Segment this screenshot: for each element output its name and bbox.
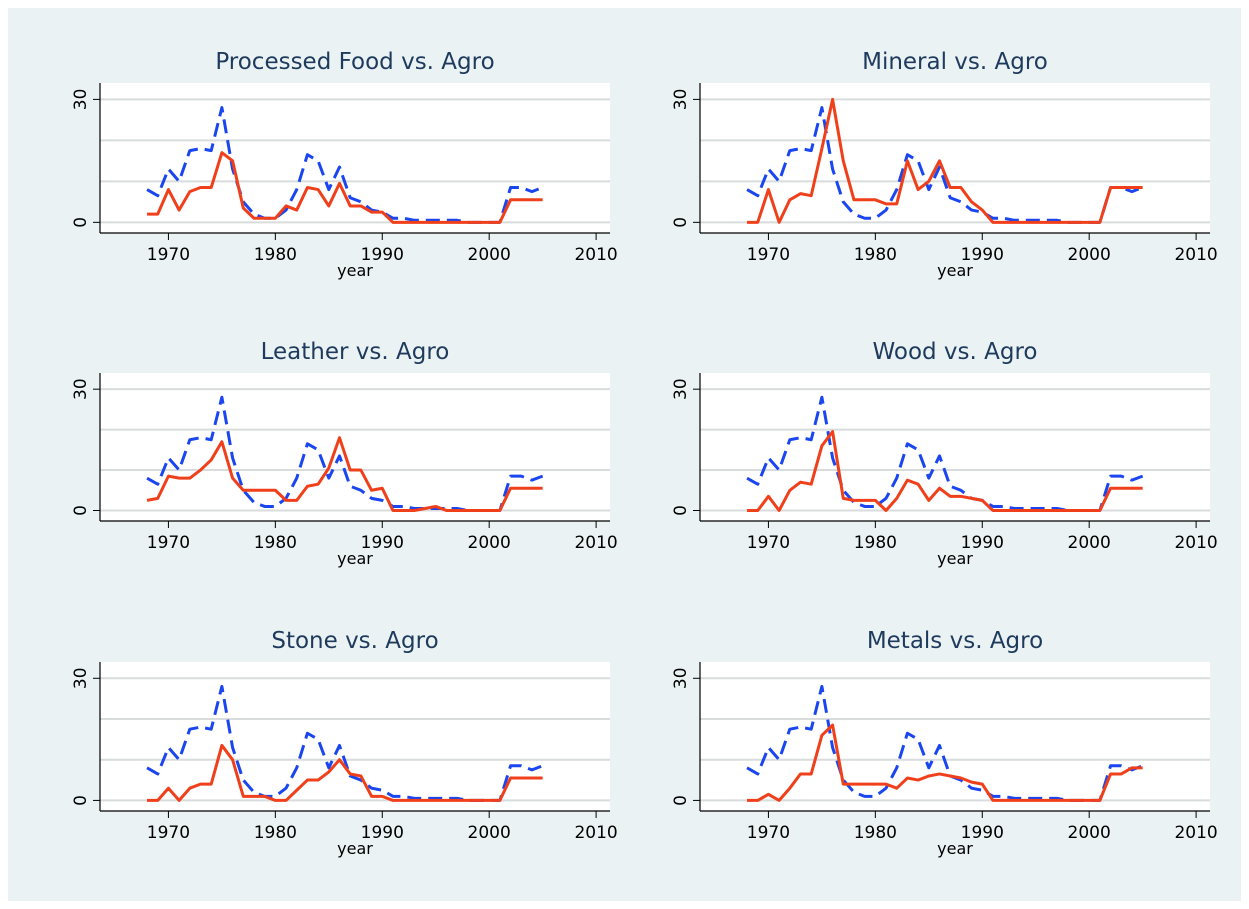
series-line <box>747 97 1143 224</box>
y-tick-label: 30 <box>671 378 691 400</box>
y-tick-label: 30 <box>71 378 91 400</box>
x-tick-label: 2000 <box>1068 823 1111 843</box>
x-tick-label: 1970 <box>147 245 190 265</box>
plot-region <box>700 373 1210 521</box>
y-tick-label: 30 <box>71 89 91 111</box>
y-tick-label: 0 <box>71 795 91 806</box>
x-tick-label: 1990 <box>361 533 404 553</box>
chart-title: Metals vs. Agro <box>867 628 1043 654</box>
plot-region <box>700 662 1210 811</box>
plot-region <box>100 662 610 811</box>
series-line <box>747 430 1143 512</box>
plot-region <box>100 83 610 233</box>
y-tick-label: 0 <box>671 217 691 228</box>
y-tick-label: 30 <box>671 89 691 111</box>
chart-title: Processed Food vs. Agro <box>215 49 494 75</box>
x-tick-label: 1990 <box>961 533 1004 553</box>
chart-title: Leather vs. Agro <box>261 339 450 365</box>
x-axis-label: year <box>937 839 973 858</box>
x-tick-label: 2000 <box>1068 245 1111 265</box>
x-tick-label: 2010 <box>574 245 617 265</box>
x-tick-label: 1970 <box>147 823 190 843</box>
x-axis-label: year <box>337 839 373 858</box>
x-tick-label: 1980 <box>854 533 897 553</box>
y-tick-label: 30 <box>671 667 691 689</box>
y-tick-label: 0 <box>671 795 691 806</box>
x-tick-label: 2010 <box>1174 533 1217 553</box>
x-tick-label: 1980 <box>854 823 897 843</box>
x-tick-label: 1990 <box>961 245 1004 265</box>
x-tick-label: 1970 <box>747 533 790 553</box>
x-axis-label: year <box>337 549 373 568</box>
x-tick-label: 1980 <box>854 245 897 265</box>
plot-region <box>100 373 610 521</box>
series-line <box>146 436 543 512</box>
x-axis-label: year <box>937 261 973 280</box>
x-tick-label: 2000 <box>1068 533 1111 553</box>
x-tick-label: 1980 <box>254 533 297 553</box>
x-tick-label: 2010 <box>574 823 617 843</box>
chart-title: Wood vs. Agro <box>872 339 1037 365</box>
series-line <box>147 151 543 224</box>
y-tick-label: 0 <box>671 505 691 516</box>
x-tick-label: 1990 <box>361 823 404 843</box>
y-tick-label: 30 <box>71 667 91 689</box>
x-tick-label: 2010 <box>1174 245 1217 265</box>
x-tick-label: 1990 <box>361 245 404 265</box>
series-line <box>747 723 1143 802</box>
x-tick-label: 2010 <box>1174 823 1217 843</box>
x-tick-label: 1970 <box>747 245 790 265</box>
x-tick-label: 1980 <box>254 245 297 265</box>
chart-title: Stone vs. Agro <box>271 628 438 654</box>
chart-title: Mineral vs. Agro <box>862 49 1048 75</box>
x-tick-label: 1970 <box>747 823 790 843</box>
x-tick-label: 1990 <box>961 823 1004 843</box>
x-tick-label: 2000 <box>468 533 511 553</box>
y-tick-label: 0 <box>71 217 91 228</box>
series-line <box>147 743 543 802</box>
x-axis-label: year <box>937 549 973 568</box>
x-tick-label: 2000 <box>468 823 511 843</box>
y-tick-label: 0 <box>71 505 91 516</box>
x-tick-label: 2000 <box>468 245 511 265</box>
x-tick-label: 2010 <box>574 533 617 553</box>
x-tick-label: 1980 <box>254 823 297 843</box>
x-tick-label: 1970 <box>147 533 190 553</box>
x-axis-label: year <box>337 261 373 280</box>
